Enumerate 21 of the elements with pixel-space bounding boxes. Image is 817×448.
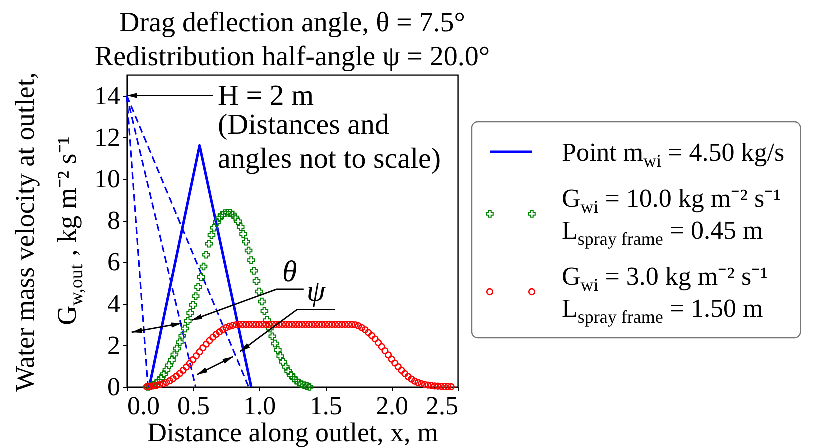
y-tick-label: 10 (94, 164, 120, 194)
annotation: ψ (306, 274, 327, 308)
x-tick-label: 1.5 (310, 392, 342, 420)
annotation: H = 2 m (218, 80, 315, 112)
chart-subtitle: Redistribution half-angle ψ = 20.0° (94, 41, 490, 72)
annotation: θ (282, 255, 298, 288)
y-tick-label: 4 (108, 289, 120, 318)
annotation: (Distances and angles not to scale) (218, 109, 442, 175)
x-tick-label: 2.0 (376, 392, 409, 420)
y-tick-label: 6 (108, 248, 120, 277)
chart-title: Drag deflection angle, θ = 7.5° (120, 7, 466, 38)
y-tick-label: 0 (108, 372, 120, 402)
x-tick-label: 0.5 (177, 392, 210, 420)
y-tick-label: 2 (108, 330, 120, 360)
x-axis-title: Distance along outlet, x, m (148, 418, 438, 448)
y-tick-label: 12 (94, 122, 120, 152)
x-tick-label: 0.0 (128, 392, 160, 420)
x-tick-label: 2.5 (426, 392, 458, 420)
y-tick-label: 14 (94, 81, 120, 110)
y-tick-label: 8 (108, 206, 120, 236)
x-tick-label: 1.0 (244, 392, 276, 420)
